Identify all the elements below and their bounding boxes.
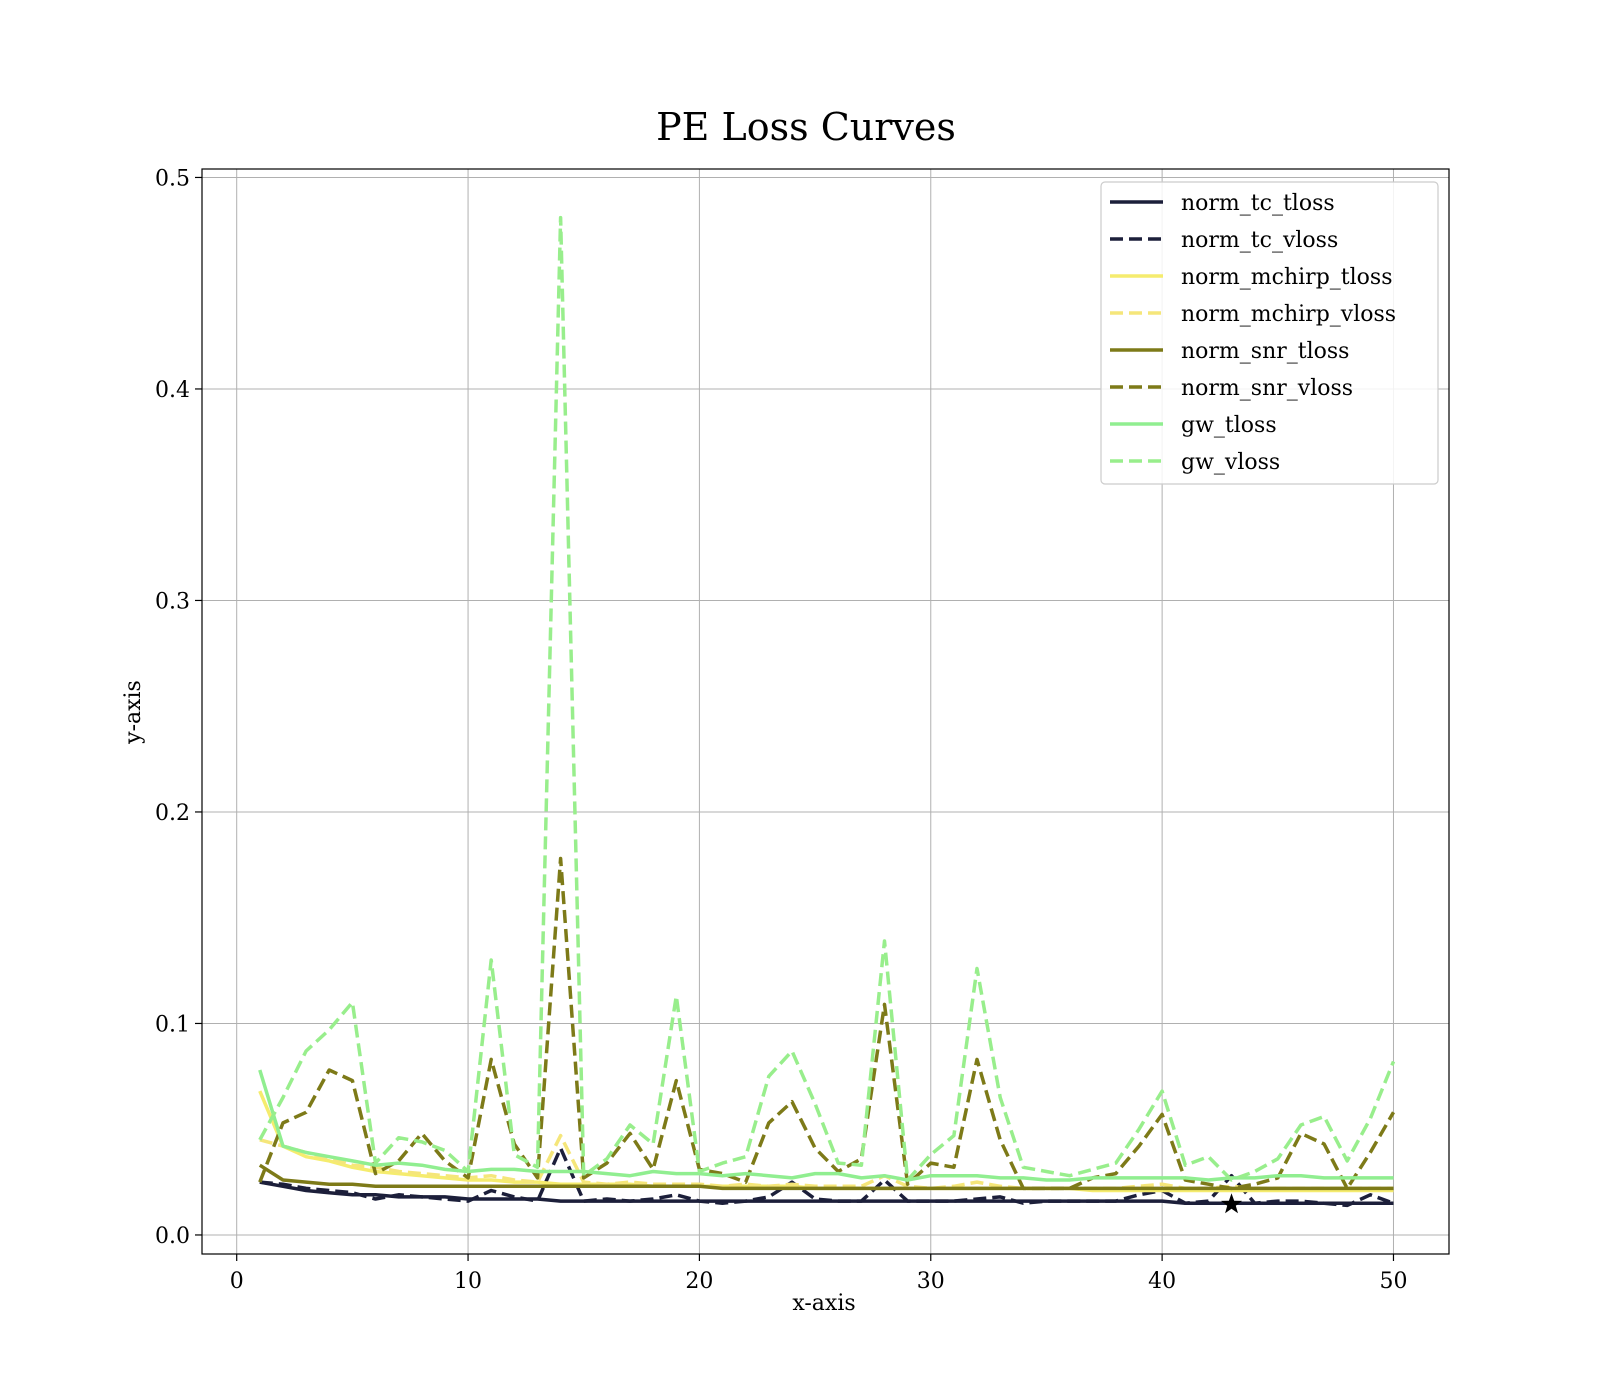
series-lines	[258, 215, 1396, 1208]
legend-item: norm_tc_vloss	[1110, 228, 1338, 253]
legend-label: norm_snr_vloss	[1181, 376, 1353, 401]
x-tick-label: 40	[1148, 1269, 1176, 1294]
legend-label: norm_mchirp_tloss	[1181, 265, 1392, 290]
legend-item: norm_tc_tloss	[1110, 191, 1335, 216]
y-axis-label: y-axis	[121, 680, 146, 745]
legend-label: norm_snr_tloss	[1181, 339, 1349, 364]
x-tick-label: 0	[230, 1269, 244, 1294]
series-line-norm-snr-vloss	[258, 856, 1396, 1191]
y-tick-label: 0.4	[155, 378, 190, 403]
legend-label: norm_tc_vloss	[1181, 228, 1338, 253]
x-tick-label: 50	[1379, 1269, 1407, 1294]
y-tick-label: 0.5	[155, 166, 190, 191]
series-line-gw-vloss	[258, 215, 1396, 1182]
y-tick-label: 0.2	[155, 801, 190, 826]
y-tick-label: 0.3	[155, 589, 190, 614]
markers	[1221, 1193, 1242, 1214]
y-tick-label: 0.1	[155, 1012, 190, 1037]
x-tick-label: 20	[685, 1269, 713, 1294]
legend-item: gw_tloss	[1110, 413, 1277, 438]
legend-item: norm_mchirp_tloss	[1110, 265, 1392, 290]
legend-label: gw_tloss	[1181, 413, 1277, 438]
legend-box	[1100, 181, 1439, 485]
x-tick-label: 10	[454, 1269, 482, 1294]
legend-item: norm_snr_vloss	[1110, 376, 1353, 401]
legend-item: norm_mchirp_vloss	[1110, 302, 1396, 327]
chart-title: PE Loss Curves	[656, 105, 956, 149]
legend-label: gw_vloss	[1181, 450, 1280, 475]
series-line-norm-tc-vloss	[259, 1146, 1395, 1208]
y-tick-label: 0.0	[155, 1224, 190, 1249]
legend-item: norm_snr_tloss	[1110, 339, 1349, 364]
x-tick-label: 30	[917, 1269, 945, 1294]
ticks: 0 10 20 30 40 50 0.0 0.1 0.2 0.3 0.4 0.5	[155, 166, 1407, 1294]
series-line-gw-tloss	[258, 1069, 1394, 1182]
legend-label: norm_mchirp_vloss	[1181, 302, 1396, 327]
series-line-norm-snr-tloss	[258, 1163, 1394, 1191]
axes-frame	[201, 168, 1450, 1255]
legend: norm_tc_tloss norm_tc_vloss norm_mchirp_tl…	[1100, 181, 1439, 485]
best-epoch-star	[1221, 1193, 1242, 1214]
legend-item: gw_vloss	[1110, 450, 1280, 475]
x-axis-label: x-axis	[792, 1291, 855, 1316]
legend-label: norm_tc_tloss	[1181, 191, 1335, 216]
